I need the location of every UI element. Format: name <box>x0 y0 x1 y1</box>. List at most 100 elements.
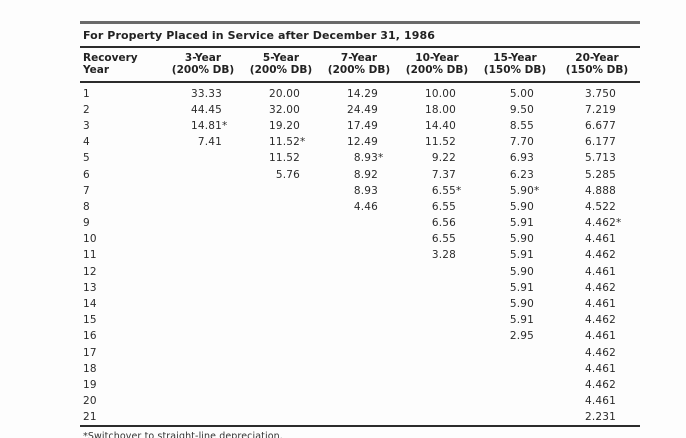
depreciation-value-cell: 7.219 <box>554 104 640 116</box>
switchover-asterisk <box>378 169 386 181</box>
recovery-year-cell: 2 <box>83 103 90 116</box>
recovery-year-cell: 17 <box>83 346 97 359</box>
depreciation-value-cell: 5.91 <box>476 249 554 261</box>
recovery-year-cell: 19 <box>83 378 97 391</box>
switchover-asterisk <box>378 185 386 197</box>
recovery-year-cell: 20 <box>83 395 97 408</box>
switchover-asterisk <box>616 298 624 310</box>
table-row: 18 4.461 <box>80 361 640 377</box>
header-15-year: 15-Year (150% DB) <box>476 52 554 77</box>
switchover-asterisk <box>534 298 542 310</box>
depreciation-value-cell: 6.56 <box>398 217 476 229</box>
switchover-asterisk <box>300 88 308 100</box>
switchover-asterisk <box>456 201 464 213</box>
switchover-asterisk <box>300 169 308 181</box>
depreciation-value-cell: 5.00 <box>476 88 554 100</box>
header-7-year: 7-Year (200% DB) <box>320 52 398 77</box>
recovery-year-cell: 21 <box>83 411 97 424</box>
depreciation-value-cell: 2.231 <box>554 411 640 423</box>
switchover-asterisk <box>534 120 542 132</box>
table-row: 2 44.45 32.00 24.49 18.00 9.50 7.219 <box>80 102 640 118</box>
header-line: (200% DB) <box>405 64 469 76</box>
switchover-asterisk <box>534 282 542 294</box>
table-row: 16 2.95 4.461 <box>80 328 640 344</box>
switchover-asterisk <box>300 120 308 132</box>
recovery-year-cell: 15 <box>83 314 97 327</box>
header-line: (150% DB) <box>483 64 547 76</box>
table-row: 13 5.91 4.462 <box>80 280 640 296</box>
header-3-year: 3-Year (200% DB) <box>164 52 242 77</box>
depreciation-value-cell: 14.40 <box>398 120 476 132</box>
switchover-asterisk <box>378 88 386 100</box>
switchover-asterisk <box>616 395 624 407</box>
depreciation-value-cell: 6.55 <box>398 201 476 213</box>
depreciation-value-cell: 6.23 <box>476 169 554 181</box>
depreciation-value-cell: 7.70 <box>476 136 554 148</box>
switchover-asterisk <box>222 88 230 100</box>
table-row: 5 11.52 8.93 * 9.22 6.93 5.713 <box>80 150 640 166</box>
depreciation-value-cell: 4.461 <box>554 330 640 342</box>
recovery-year-cell: 18 <box>83 362 97 375</box>
depreciation-value-cell: 8.93 <box>320 185 398 197</box>
switchover-asterisk <box>616 266 624 278</box>
header-line: (200% DB) <box>249 64 313 76</box>
header-20-year: 20-Year (150% DB) <box>554 52 640 77</box>
header-line: 7-Year <box>340 51 378 64</box>
switchover-asterisk <box>616 136 624 148</box>
switchover-asterisk <box>616 249 624 261</box>
depreciation-value-cell: 6.177 <box>554 136 640 148</box>
depreciation-value-cell: 5.91 <box>476 282 554 294</box>
depreciation-value-cell: 6.93 <box>476 152 554 164</box>
switchover-asterisk: * <box>378 152 384 165</box>
table-header-row: Recovery Year 3-Year (200% DB) 5-Year (2… <box>80 48 640 81</box>
header-line: (200% DB) <box>327 64 391 76</box>
switchover-asterisk <box>378 104 386 116</box>
table-row: 10 6.55 5.90 4.461 <box>80 231 640 247</box>
table-row: 21 2.231 <box>80 409 640 425</box>
depreciation-value-cell: 7.41 <box>164 136 242 148</box>
switchover-asterisk <box>616 411 624 423</box>
depreciation-value-cell: 5.90 * <box>476 185 554 197</box>
header-5-year: 5-Year (200% DB) <box>242 52 320 77</box>
depreciation-value-cell: 6.55 * <box>398 185 476 197</box>
depreciation-value-cell: 5.76 <box>242 169 320 181</box>
depreciation-value-cell: 14.81 * <box>164 120 242 132</box>
depreciation-value-cell: 4.462 <box>554 314 640 326</box>
switchover-asterisk <box>616 314 624 326</box>
depreciation-value-cell: 5.713 <box>554 152 640 164</box>
recovery-year-cell: 14 <box>83 298 97 311</box>
switchover-asterisk <box>378 120 386 132</box>
depreciation-value-cell: 3.28 <box>398 249 476 261</box>
depreciation-value-cell: 5.90 <box>476 201 554 213</box>
recovery-year-cell: 11 <box>83 249 97 262</box>
depreciation-value-cell: 8.93 * <box>320 152 398 164</box>
switchover-asterisk <box>616 169 624 181</box>
header-line: (200% DB) <box>171 64 235 76</box>
table-row: 14 5.90 4.461 <box>80 296 640 312</box>
depreciation-value-cell: 8.92 <box>320 169 398 181</box>
header-divider <box>80 80 640 83</box>
switchover-asterisk <box>534 233 542 245</box>
table-row: 9 6.56 5.91 4.462 * <box>80 215 640 231</box>
depreciation-value-cell: 5.90 <box>476 233 554 245</box>
switchover-asterisk: * <box>456 184 462 197</box>
table-row: 11 3.28 5.91 4.462 <box>80 247 640 263</box>
switchover-asterisk <box>534 136 542 148</box>
depreciation-value-cell: 4.462 * <box>554 217 640 229</box>
recovery-year-cell: 1 <box>83 87 90 100</box>
switchover-asterisk <box>534 266 542 278</box>
switchover-asterisk <box>378 136 386 148</box>
switchover-asterisk <box>616 379 624 391</box>
recovery-year-cell: 7 <box>83 184 90 197</box>
recovery-year-cell: 12 <box>83 265 97 278</box>
depreciation-value-cell: 4.461 <box>554 233 640 245</box>
depreciation-value-cell: 32.00 <box>242 104 320 116</box>
switchover-asterisk <box>534 201 542 213</box>
switchover-asterisk <box>616 347 624 359</box>
switchover-asterisk <box>616 152 624 164</box>
depreciation-value-cell: 5.91 <box>476 314 554 326</box>
depreciation-value-cell: 5.285 <box>554 169 640 181</box>
bottom-divider <box>80 425 640 427</box>
table-row: 3 14.81 * 19.20 17.49 14.40 8.55 6.677 <box>80 118 640 134</box>
